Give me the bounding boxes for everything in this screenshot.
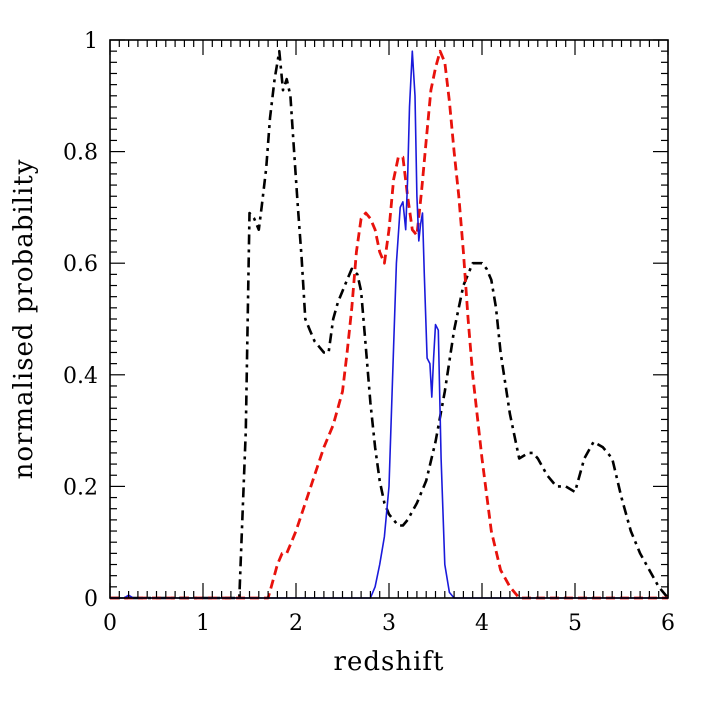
x-tick-label: 6 xyxy=(661,611,675,636)
x-axis-label: redshift xyxy=(334,647,445,677)
series-dashed-line xyxy=(110,49,668,600)
x-tick-label: 0 xyxy=(103,611,117,636)
y-tick-label: 1 xyxy=(84,29,98,54)
y-axis-label: normalised probability xyxy=(9,159,39,480)
y-tick-labels: 0 0.2 0.4 0.6 0.8 1 xyxy=(63,29,98,612)
series-solid-line xyxy=(110,50,668,599)
axis-ticks xyxy=(109,39,669,599)
y-tick-label: 0.8 xyxy=(63,141,98,166)
x-tick-label: 3 xyxy=(382,611,396,636)
x-tick-label: 4 xyxy=(475,611,489,636)
series-dash-dot-line xyxy=(110,49,670,600)
x-tick-label: 2 xyxy=(289,611,303,636)
y-tick-label: 0.6 xyxy=(63,252,98,277)
y-tick-label: 0.2 xyxy=(63,475,98,500)
x-tick-label: 5 xyxy=(568,611,582,636)
y-tick-label: 0 xyxy=(84,587,98,612)
x-tick-label: 1 xyxy=(196,611,210,636)
y-tick-label: 0.4 xyxy=(63,364,98,389)
x-tick-labels: 0 1 2 3 4 5 6 xyxy=(103,611,675,636)
plot-lines xyxy=(110,49,670,600)
